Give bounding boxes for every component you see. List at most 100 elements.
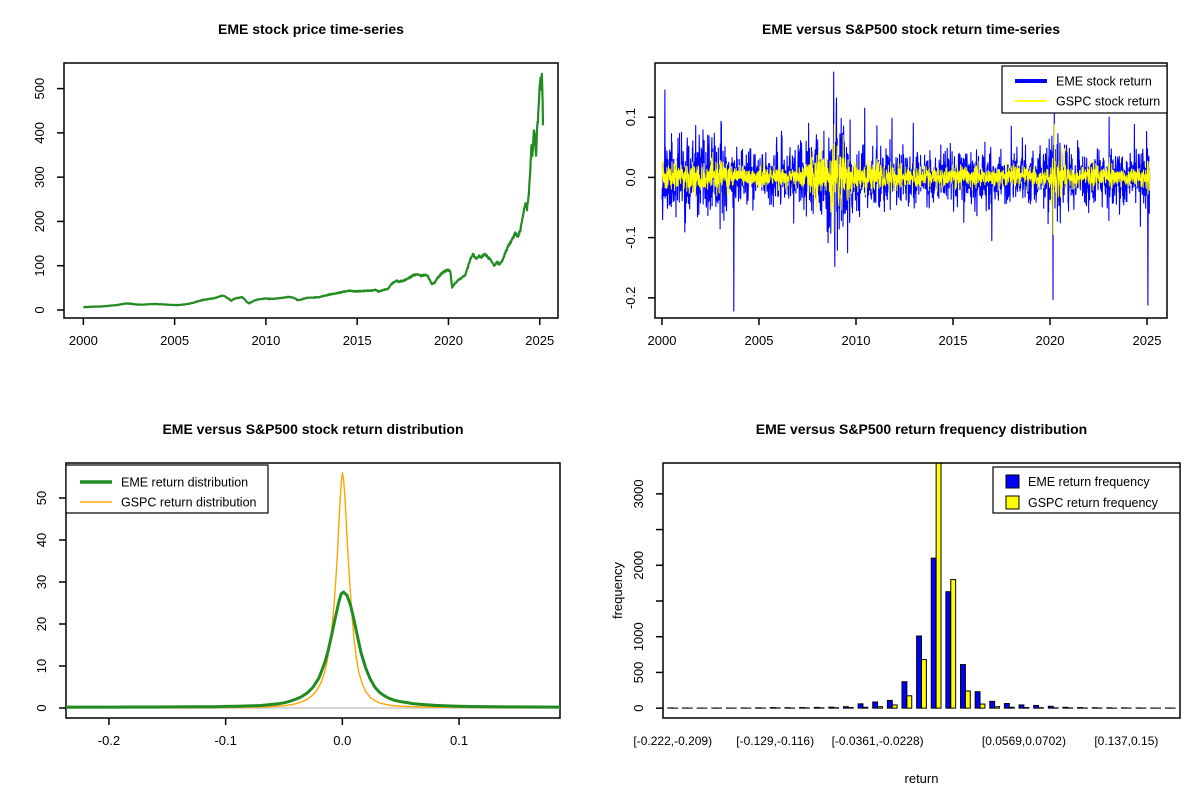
- y-tick-label: 0.0: [623, 168, 638, 186]
- x-tick-label: 0.0: [333, 733, 351, 748]
- plot-box: [65, 462, 561, 719]
- chart-title: EME versus S&P500 stock return distribut…: [162, 421, 463, 437]
- eme-bar: [901, 681, 908, 709]
- eme-bar: [960, 664, 966, 709]
- eme-bar: [872, 701, 879, 709]
- y-tick-label: 300: [32, 166, 47, 188]
- y-tick-label: 0: [631, 705, 646, 712]
- eme-density-line: [66, 590, 561, 709]
- x-tick-label: 2025: [525, 333, 554, 348]
- x-tick-label: 2010: [842, 333, 871, 348]
- x-tick-label: 2000: [69, 333, 98, 348]
- legend-label: EME return frequency: [1028, 475, 1150, 489]
- eme-bar: [930, 557, 937, 709]
- x-axis-label: return: [905, 771, 939, 786]
- gspc-bar: [906, 695, 913, 709]
- y-tick-label: 3000: [631, 479, 646, 508]
- eme-bar: [828, 706, 835, 709]
- y-tick-label: 2000: [631, 551, 646, 580]
- chart-title: EME stock price time-series: [218, 21, 404, 37]
- plot-box: [63, 62, 559, 319]
- eme-bar: [945, 591, 952, 709]
- eme-bar: [857, 703, 864, 709]
- legend-label: EME stock return: [1056, 75, 1152, 89]
- eme-bar: [916, 635, 923, 709]
- panel-histogram-chart: EME versus S&P500 return frequency distr…: [600, 400, 1200, 800]
- gspc-bar: [862, 706, 869, 709]
- legend-label: EME return distribution: [121, 476, 248, 490]
- x-tick-label: 2005: [745, 333, 774, 348]
- x-tick-label: -0.2: [98, 733, 120, 748]
- y-tick-label: 200: [32, 211, 47, 233]
- eme-bar: [989, 700, 996, 709]
- x-tick-label: 0.1: [450, 733, 468, 748]
- eme-bar: [1077, 707, 1083, 709]
- eme-bar: [1003, 703, 1010, 709]
- x-tick-label: [-0.129,-0.116): [736, 734, 814, 748]
- y-tick-label: 20: [34, 617, 49, 631]
- eme-bar: [842, 706, 849, 709]
- gspc-bar: [994, 706, 1001, 709]
- gspc-bar: [877, 706, 883, 709]
- x-tick-label: [-0.0361,-0.0228): [832, 734, 924, 748]
- x-tick-label: 2005: [160, 333, 189, 348]
- eme-return-line: [661, 71, 1151, 312]
- x-tick-label: 2015: [343, 333, 372, 348]
- y-tick-label: 100: [32, 255, 47, 277]
- gspc-bar: [950, 579, 957, 709]
- x-tick-label: 2010: [251, 333, 280, 348]
- x-tick-label: [-0.222,-0.209): [633, 734, 712, 748]
- gspc-bar: [964, 690, 971, 709]
- y-tick-label: -0.1: [623, 226, 638, 248]
- price-line: [82, 72, 545, 309]
- y-tick-label: -0.2: [623, 287, 638, 309]
- y-tick-label: 500: [631, 662, 646, 684]
- legend-label: GSPC stock return: [1056, 95, 1160, 109]
- x-tick-label: [0.137,0.15): [1094, 734, 1158, 748]
- eme-bar: [769, 707, 776, 709]
- y-axis-label: frequency: [610, 561, 625, 619]
- eme-bar: [1047, 705, 1054, 709]
- x-tick-label: 2015: [939, 333, 968, 348]
- gspc-bar: [891, 704, 898, 709]
- eme-bar: [886, 699, 893, 709]
- eme-bar: [799, 707, 805, 709]
- y-tick-label: 40: [34, 533, 49, 547]
- y-tick-label: 0: [32, 306, 47, 313]
- panel-returns-chart: EME versus S&P500 stock return time-seri…: [600, 0, 1200, 400]
- x-tick-label: 2020: [434, 333, 463, 348]
- gspc-bar: [1023, 707, 1030, 709]
- histogram-chart: EME versus S&P500 return frequency distr…: [610, 421, 1181, 786]
- gspc-bar: [847, 707, 854, 709]
- x-tick-label: 2000: [648, 333, 677, 348]
- panel-density-chart: EME versus S&P500 stock return distribut…: [0, 400, 600, 800]
- x-tick-label: 2025: [1133, 333, 1162, 348]
- eme-bar: [974, 691, 981, 709]
- legend-label: GSPC return frequency: [1028, 496, 1159, 510]
- x-tick-label: 2020: [1036, 333, 1065, 348]
- x-tick-label: -0.1: [214, 733, 236, 748]
- gspc-bar: [921, 659, 927, 709]
- gspc-return-line: [661, 123, 1151, 236]
- y-tick-label: 0: [34, 704, 49, 711]
- y-tick-label: 30: [34, 575, 49, 589]
- y-tick-label: 10: [34, 659, 49, 673]
- returns-chart: EME versus S&P500 stock return time-seri…: [623, 21, 1168, 348]
- eme-bar: [813, 706, 820, 709]
- y-tick-label: 1000: [631, 622, 646, 651]
- eme-bar: [1033, 704, 1040, 709]
- y-tick-label: 400: [32, 122, 47, 144]
- gspc-bar: [935, 462, 942, 709]
- plot-box: [662, 462, 1181, 719]
- eme-bar: [1018, 704, 1025, 709]
- gspc-density-line: [66, 472, 560, 709]
- legend-box: [65, 464, 269, 514]
- plot-box: [654, 62, 1168, 319]
- chart-title: EME versus S&P500 return frequency distr…: [756, 421, 1087, 437]
- eme-bar: [1062, 706, 1069, 709]
- legend-box: [992, 466, 1181, 514]
- chart-title: EME versus S&P500 stock return time-seri…: [762, 21, 1060, 37]
- y-tick-label: 50: [34, 491, 49, 505]
